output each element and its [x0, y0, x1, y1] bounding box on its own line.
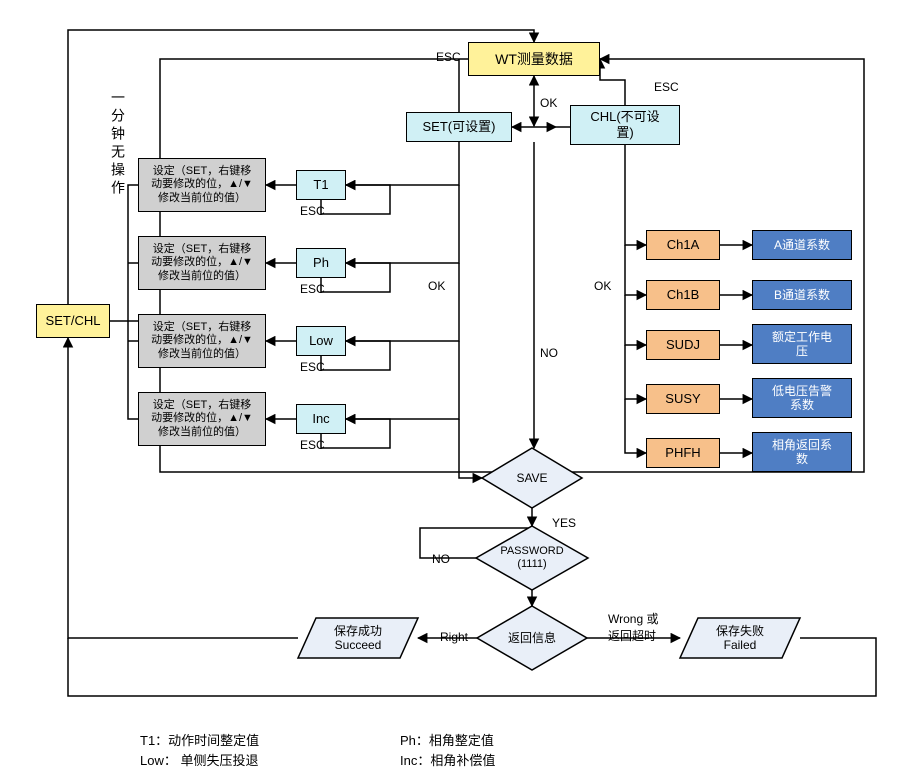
- node-wt: WT测量数据: [468, 42, 600, 76]
- node-set: SET(可设置): [406, 112, 512, 142]
- vertical-note: 一分钟无操作: [108, 90, 128, 198]
- edge-label-esc_low: ESC: [300, 360, 325, 374]
- edge-label-ok_chl_down: OK: [594, 279, 611, 293]
- edge-label-no_save: NO: [540, 346, 558, 360]
- edge-label-esc_inc: ESC: [300, 438, 325, 452]
- edge-label-wrong: Wrong 或返回超时: [608, 610, 658, 644]
- edge-label-esc_ph: ESC: [300, 282, 325, 296]
- node-g_inc: 设定（SET，右键移动要修改的位，▲/▼修改当前位的值）: [138, 392, 266, 446]
- node-g_ph: 设定（SET，右键移动要修改的位，▲/▼修改当前位的值）: [138, 236, 266, 290]
- legend-inc: Inc：相角补偿值: [400, 750, 495, 769]
- flowchart-stage: WT测量数据 SET(可设置) CHL(不可设置) T1 Ph Low Inc 设定（SET，…: [0, 0, 900, 774]
- node-g_t1: 设定（SET，右键移动要修改的位，▲/▼修改当前位的值）: [138, 158, 266, 212]
- edge-label-esc_wt_right: ESC: [654, 80, 679, 94]
- node-save: SAVE: [482, 448, 582, 508]
- node-phfh: PHFH: [646, 438, 720, 468]
- node-sudj: SUDJ: [646, 330, 720, 360]
- node-setchl: SET/CHL: [36, 304, 110, 338]
- legend-low: Low： 单侧失压投退: [140, 750, 258, 769]
- node-ret: 返回信息: [477, 606, 587, 670]
- node-low: Low: [296, 326, 346, 356]
- node-chl: CHL(不可设置): [570, 105, 680, 145]
- edge-label-ok_set_down: OK: [428, 279, 445, 293]
- node-g_low: 设定（SET，右键移动要修改的位，▲/▼修改当前位的值）: [138, 314, 266, 368]
- edge-label-yes_save: YES: [552, 516, 576, 530]
- node-b_phfh: 相角返回系数: [752, 432, 852, 472]
- node-inc: Inc: [296, 404, 346, 434]
- edge-label-right: Right: [440, 630, 468, 644]
- node-b_ch1b: B通道系数: [752, 280, 852, 310]
- node-b_sudj: 额定工作电压: [752, 324, 852, 364]
- node-susy: SUSY: [646, 384, 720, 414]
- edge-label-esc_wt_left: ESC: [436, 50, 461, 64]
- node-t1: T1: [296, 170, 346, 200]
- edge-label-ok_wt_down: OK: [540, 96, 557, 110]
- edge-label-esc_t1: ESC: [300, 204, 325, 218]
- node-b_susy: 低电压告警系数: [752, 378, 852, 418]
- node-succ: 保存成功Succeed: [298, 618, 418, 658]
- node-pwd: PASSWORD(1111): [476, 526, 588, 590]
- legend-t1: T1：动作时间整定值: [140, 730, 259, 749]
- node-ph: Ph: [296, 248, 346, 278]
- node-b_ch1a: A通道系数: [752, 230, 852, 260]
- node-fail: 保存失败Failed: [680, 618, 800, 658]
- node-ch1a: Ch1A: [646, 230, 720, 260]
- legend-ph: Ph：相角整定值: [400, 730, 494, 749]
- edge-label-no_pwd: NO: [432, 552, 450, 566]
- node-ch1b: Ch1B: [646, 280, 720, 310]
